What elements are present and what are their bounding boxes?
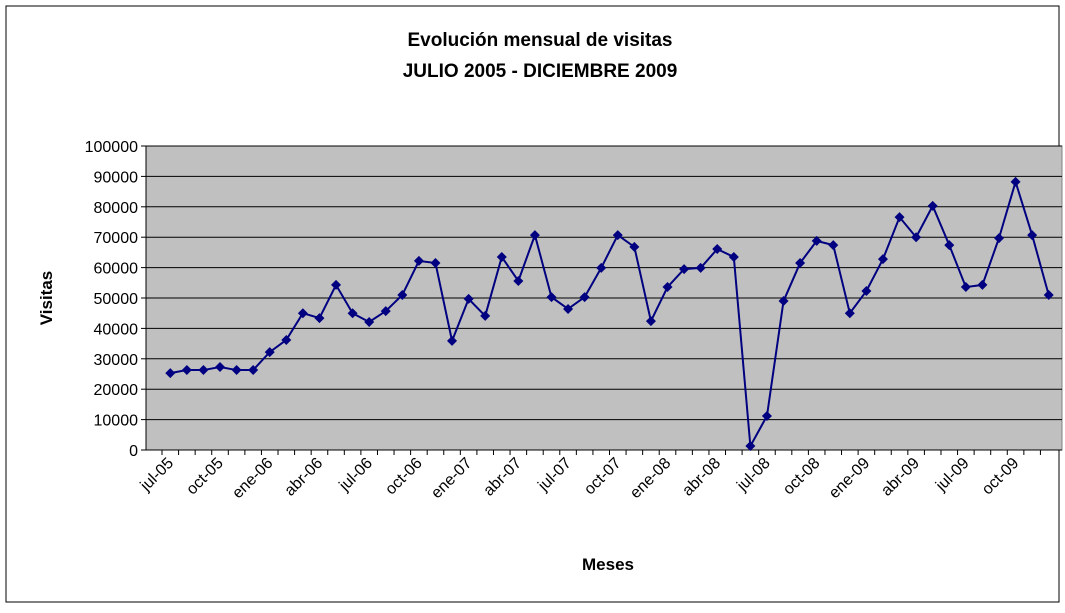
data-point [795, 258, 806, 269]
y-tick-label: 30000 [94, 352, 139, 369]
y-tick-label: 10000 [94, 413, 139, 430]
data-point [911, 232, 922, 243]
chart-title: Evolución mensual de visitas [407, 30, 672, 51]
data-point [612, 230, 623, 241]
data-point [629, 241, 640, 252]
data-point [944, 240, 955, 251]
y-tick-label: 50000 [94, 291, 139, 308]
data-point [960, 282, 971, 293]
data-point [679, 264, 690, 275]
data-point [380, 306, 391, 317]
data-point [314, 313, 325, 324]
data-point [529, 230, 540, 241]
data-point [745, 441, 756, 452]
chart-subtitle: JULIO 2005 - DICIEMBRE 2009 [403, 61, 678, 82]
data-point [596, 262, 607, 273]
data-point [397, 289, 408, 300]
data-point [215, 362, 226, 373]
data-point [364, 317, 375, 328]
data-point [198, 365, 209, 376]
data-point [181, 365, 192, 376]
data-point [579, 292, 590, 303]
data-point [463, 293, 474, 304]
data-point [761, 410, 772, 421]
y-tick-label: 80000 [94, 200, 139, 217]
data-point [480, 310, 491, 321]
data-point [645, 316, 656, 327]
data-point [993, 233, 1004, 244]
data-point [297, 308, 308, 319]
y-tick-label: 60000 [94, 261, 139, 278]
data-point [712, 244, 723, 255]
data-point [778, 296, 789, 307]
data-point [496, 251, 507, 262]
data-point [413, 255, 424, 266]
y-tick-label: 100000 [85, 139, 138, 156]
data-point [695, 262, 706, 273]
data-point [861, 286, 872, 297]
y-tick-label: 20000 [94, 382, 139, 399]
data-point [248, 365, 259, 376]
data-point [563, 303, 574, 314]
data-point [1010, 176, 1021, 187]
data-point [828, 240, 839, 251]
y-tick-label: 40000 [94, 321, 139, 338]
data-point [546, 292, 557, 303]
data-point [347, 308, 358, 319]
data-point [1027, 230, 1038, 241]
y-axis-label: Visitas [37, 271, 56, 326]
data-point [1043, 289, 1054, 300]
data-point [331, 279, 342, 290]
y-tick-label: 0 [129, 443, 138, 460]
data-point [281, 334, 292, 345]
data-point [728, 251, 739, 262]
x-axis-label: Meses [582, 555, 634, 574]
y-tick-label: 70000 [94, 230, 139, 247]
data-point [513, 275, 524, 286]
data-point [977, 279, 988, 290]
data-point [662, 282, 673, 293]
data-point [165, 368, 176, 379]
data-point [231, 365, 242, 376]
data-point [844, 308, 855, 319]
data-point [264, 347, 275, 358]
data-point [811, 235, 822, 246]
y-tick-label: 90000 [94, 169, 139, 186]
data-point [430, 258, 441, 269]
data-point [877, 254, 888, 265]
data-point [447, 335, 458, 346]
data-point [927, 200, 938, 211]
data-point [894, 212, 905, 223]
